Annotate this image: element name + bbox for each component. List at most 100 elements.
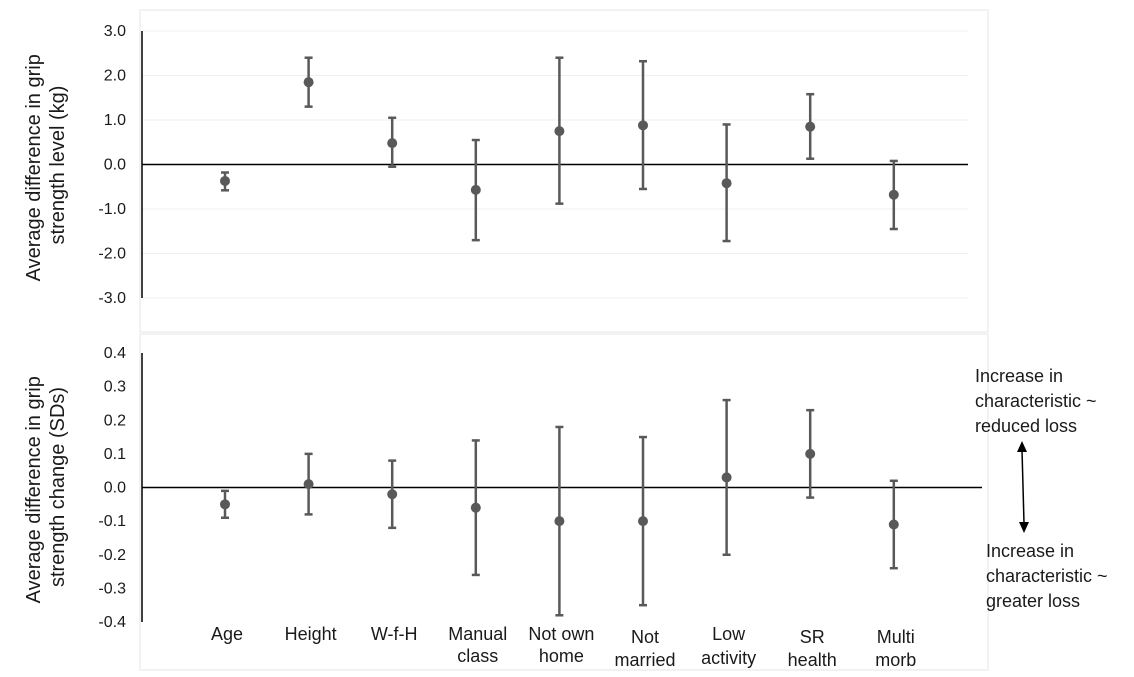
top-point-9 bbox=[888, 159, 899, 231]
bottom-data-point-5 bbox=[554, 516, 565, 527]
x-category-label-4: Manual class bbox=[448, 624, 507, 666]
bottom-data-point-6 bbox=[638, 516, 648, 527]
top-point-4 bbox=[470, 138, 481, 242]
x-category-label-line: activity bbox=[701, 648, 756, 668]
top-point-6 bbox=[638, 60, 648, 191]
x-category-label-line: Manual bbox=[448, 624, 507, 644]
top-data-point-8 bbox=[805, 121, 816, 132]
bottom-point-8 bbox=[805, 408, 816, 499]
bottom-point-6 bbox=[638, 435, 648, 607]
annotation-top-line-1: Increase in bbox=[975, 366, 1063, 386]
top-y-tick-label: 3.0 bbox=[104, 23, 126, 40]
bottom-data-point-7 bbox=[721, 472, 732, 483]
x-category-label-line: Age bbox=[211, 624, 243, 644]
bottom-y-tick-label: 0.1 bbox=[104, 446, 126, 463]
bottom-axes bbox=[141, 353, 982, 622]
x-category-label-line: health bbox=[788, 650, 837, 670]
top-point-1 bbox=[220, 171, 230, 192]
bottom-panel-frame bbox=[139, 333, 989, 671]
top-data-point-1 bbox=[220, 175, 230, 186]
bottom-data-point-2 bbox=[303, 479, 314, 490]
x-category-label-line: married bbox=[614, 650, 675, 670]
x-category-label-2: Height bbox=[285, 624, 337, 644]
top-y-tick-label: -3.0 bbox=[98, 290, 126, 307]
x-category-label-9: Multi morb bbox=[875, 627, 916, 670]
top-axes bbox=[141, 31, 968, 298]
top-data-point-6 bbox=[638, 120, 648, 131]
double-arrow-line bbox=[1021, 449, 1025, 524]
top-grid bbox=[142, 30, 968, 299]
top-y-tick-label: -1.0 bbox=[98, 201, 126, 218]
bottom-point-5 bbox=[554, 425, 565, 617]
bottom-y-tick-label: -0.2 bbox=[98, 547, 126, 564]
top-data-point-2 bbox=[303, 77, 314, 88]
x-category-label-line: Not bbox=[631, 627, 659, 647]
annotation-top-line-3: reduced loss bbox=[975, 416, 1077, 436]
bottom-point-1 bbox=[220, 489, 230, 520]
x-category-label-line: W-f-H bbox=[371, 624, 418, 644]
bottom-data-point-3 bbox=[387, 489, 398, 500]
x-category-label-6: Not married bbox=[614, 627, 675, 670]
bottom-y-tick-label: -0.1 bbox=[98, 513, 126, 530]
arrow-head-down bbox=[1019, 522, 1029, 533]
bottom-y-tick-label: -0.4 bbox=[98, 614, 126, 631]
bottom-data-point-4 bbox=[470, 502, 481, 513]
top-data-point-3 bbox=[387, 138, 398, 149]
x-category-labels: Age Height W-f-H Manual class Not own home Not m… bbox=[211, 624, 916, 670]
bottom-y-tick-label: 0.3 bbox=[104, 379, 126, 396]
annotation-bottom-line-2: characteristic ~ bbox=[986, 566, 1108, 586]
top-y-axis-label-line1: Average difference in grip bbox=[23, 54, 45, 281]
bottom-y-tick-label: -0.3 bbox=[98, 580, 126, 597]
top-y-tick-label: -2.0 bbox=[98, 246, 126, 263]
bottom-data-point-9 bbox=[888, 519, 899, 530]
x-category-label-5: Not own home bbox=[528, 624, 594, 666]
bottom-point-7 bbox=[721, 398, 732, 556]
x-category-label-line: morb bbox=[875, 650, 916, 670]
annotation-top-line-2: characteristic ~ bbox=[975, 391, 1097, 411]
top-point-8 bbox=[805, 92, 816, 160]
direction-annotation: Increase in characteristic ~ reduced loss I… bbox=[975, 366, 1108, 611]
bottom-y-tick-labels: 0.4 0.3 0.2 0.1 0.0 -0.1 -0.2 -0.3 -0.4 bbox=[98, 345, 126, 631]
x-category-label-line: Not own bbox=[528, 624, 594, 644]
x-category-label-1: Age bbox=[211, 624, 243, 644]
bottom-y-tick-label: 0.0 bbox=[104, 480, 126, 497]
x-category-label-line: SR bbox=[800, 627, 825, 647]
annotation-bottom-line-1: Increase in bbox=[986, 541, 1074, 561]
x-category-label-7: Low activity bbox=[701, 624, 756, 668]
x-category-label-3: W-f-H bbox=[371, 624, 418, 644]
bottom-point-3 bbox=[387, 459, 398, 530]
bottom-y-axis-label: Average difference in grip strength chan… bbox=[23, 371, 69, 604]
top-point-5 bbox=[554, 56, 565, 205]
top-y-axis-label: Average difference in grip strength leve… bbox=[23, 49, 69, 282]
top-point-2 bbox=[303, 56, 314, 108]
top-point-7 bbox=[721, 123, 732, 243]
bottom-point-9 bbox=[888, 479, 899, 570]
top-y-tick-label: 1.0 bbox=[104, 112, 126, 129]
x-category-label-8: SR health bbox=[788, 627, 837, 670]
bottom-y-tick-label: 0.2 bbox=[104, 412, 126, 429]
top-y-tick-label: 0.0 bbox=[104, 157, 126, 174]
top-error-bars bbox=[220, 56, 899, 243]
top-y-axis-label-line2: strength level (kg) bbox=[47, 86, 69, 245]
bottom-data-point-8 bbox=[805, 448, 816, 459]
top-data-point-7 bbox=[721, 178, 732, 189]
top-data-point-9 bbox=[888, 189, 899, 200]
top-y-tick-labels: 3.0 2.0 1.0 0.0 -1.0 -2.0 -3.0 bbox=[98, 23, 126, 307]
bottom-point-2 bbox=[303, 452, 314, 516]
top-point-3 bbox=[387, 116, 398, 168]
arrow-head-up bbox=[1017, 441, 1027, 452]
x-category-label-line: Low bbox=[712, 624, 746, 644]
bottom-point-4 bbox=[470, 439, 481, 577]
bottom-error-bars bbox=[220, 398, 899, 617]
annotation-bottom-line-3: greater loss bbox=[986, 591, 1080, 611]
x-category-label-line: home bbox=[539, 646, 584, 666]
top-data-point-5 bbox=[554, 126, 565, 137]
bottom-y-tick-label: 0.4 bbox=[104, 345, 126, 362]
top-data-point-4 bbox=[470, 184, 481, 195]
bottom-data-point-1 bbox=[220, 499, 230, 510]
top-y-tick-label: 2.0 bbox=[104, 68, 126, 85]
x-category-label-line: class bbox=[457, 646, 498, 666]
x-category-label-line: Multi bbox=[877, 627, 915, 647]
